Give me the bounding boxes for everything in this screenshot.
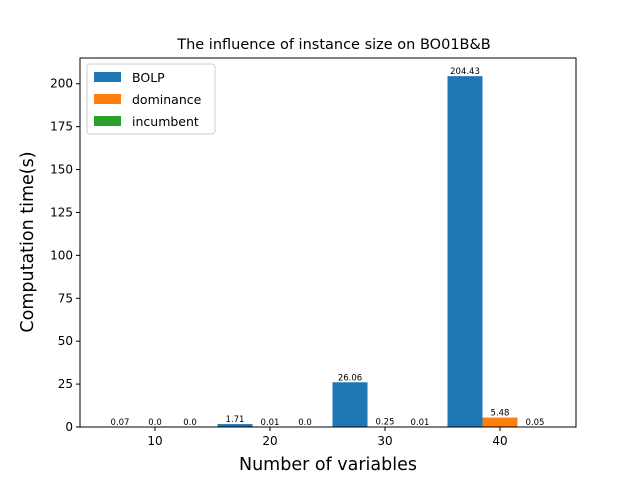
data-label: 0.07 <box>111 418 130 428</box>
data-label: 1.71 <box>226 415 245 425</box>
y-tick-label: 200 <box>50 77 73 91</box>
bar-bolp-30 <box>332 382 368 427</box>
x-tick-label: 40 <box>492 434 507 448</box>
data-label: 204.43 <box>450 67 480 77</box>
x-tick-label: 20 <box>262 434 277 448</box>
plot-frame <box>79 57 577 428</box>
data-label: 0.01 <box>411 418 430 428</box>
y-tick-label: 75 <box>58 291 73 305</box>
chart-title: The influence of instance size on BO01B&… <box>176 37 491 53</box>
legend-swatch-incumbent <box>94 116 121 126</box>
data-label: 0.0 <box>148 418 162 428</box>
legend-label-dominance: dominance <box>132 92 202 107</box>
y-tick-label: 150 <box>50 163 73 177</box>
x-tick-label: 30 <box>377 434 392 448</box>
y-tick-label: 175 <box>50 120 73 134</box>
y-tick-label: 25 <box>58 377 73 391</box>
data-label: 0.25 <box>376 418 395 428</box>
x-axis-label: Number of variables <box>239 455 417 475</box>
data-label: 0.01 <box>261 418 280 428</box>
bar-bolp-20 <box>217 424 253 427</box>
data-label: 0.0 <box>183 418 197 428</box>
legend: BOLP dominance incumbent <box>86 63 216 135</box>
data-label: 5.48 <box>491 409 510 419</box>
y-tick-label: 0 <box>65 420 73 434</box>
bar-dominance-40 <box>482 417 518 427</box>
legend-swatch-bolp <box>94 72 121 82</box>
x-tick-label: 10 <box>147 434 162 448</box>
legend-label-incumbent: incumbent <box>132 114 199 129</box>
y-tick-label: 100 <box>50 248 73 262</box>
y-axis-label: Computation time(s) <box>18 151 38 332</box>
bar-bolp-40 <box>447 76 483 427</box>
data-label: 0.0 <box>298 418 312 428</box>
y-tick-label: 50 <box>58 334 73 348</box>
data-label: 0.05 <box>526 418 545 428</box>
y-tick-label: 125 <box>50 205 73 219</box>
legend-label-bolp: BOLP <box>132 70 165 85</box>
legend-swatch-dominance <box>94 94 121 104</box>
data-label: 26.06 <box>338 373 362 383</box>
